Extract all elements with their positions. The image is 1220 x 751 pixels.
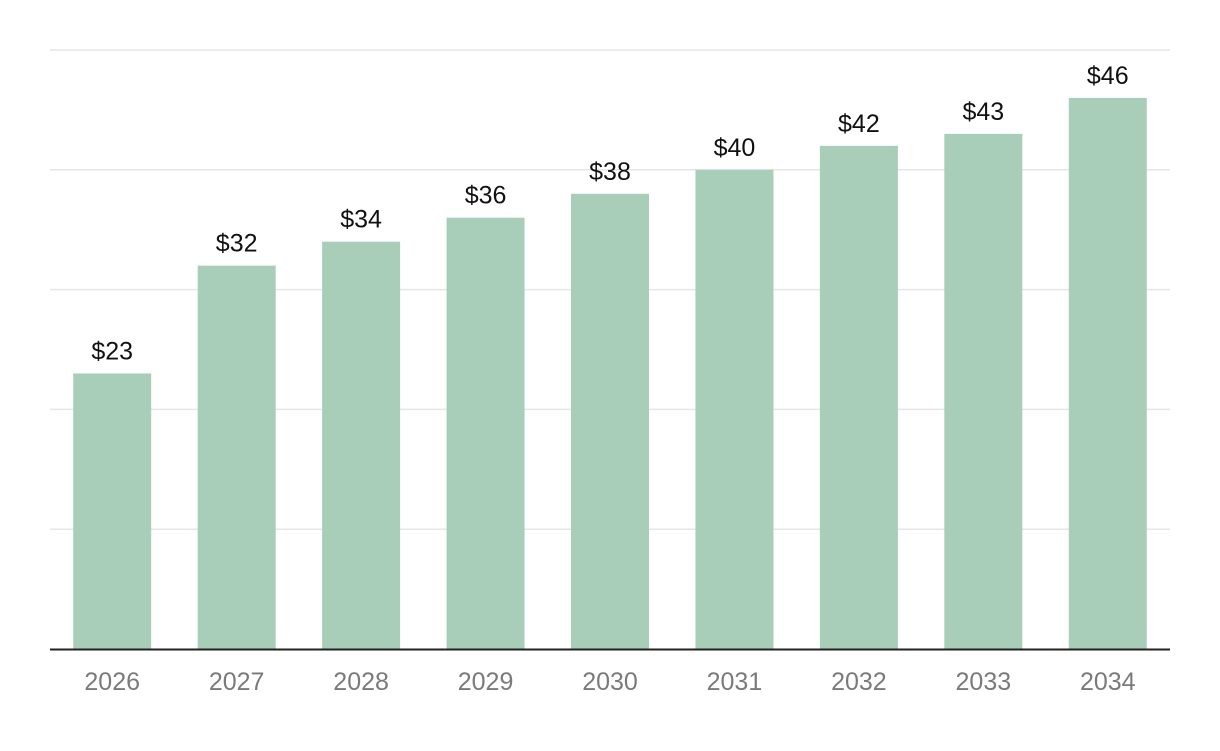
value-label-2026: $23 bbox=[91, 337, 133, 365]
bar-2026 bbox=[73, 373, 152, 649]
x-tick-label-2026: 2026 bbox=[84, 668, 140, 696]
bar-2029 bbox=[446, 217, 525, 649]
bar-2033 bbox=[944, 133, 1023, 650]
bars bbox=[73, 97, 1147, 650]
value-label-2030: $38 bbox=[589, 158, 631, 186]
value-label-2034: $46 bbox=[1087, 62, 1129, 90]
x-tick-label-2033: 2033 bbox=[956, 668, 1012, 696]
x-tick-label-2034: 2034 bbox=[1080, 668, 1136, 696]
x-tick-label-2027: 2027 bbox=[209, 668, 265, 696]
bar-2032 bbox=[819, 145, 898, 649]
x-tick-label-2030: 2030 bbox=[582, 668, 638, 696]
x-axis-ticks: 2026 2027 2028 2029 2030 2031 2032 2033 2034 bbox=[84, 668, 1135, 696]
value-label-2027: $32 bbox=[216, 230, 258, 258]
value-label-2029: $36 bbox=[465, 182, 507, 210]
bar-2027 bbox=[197, 265, 276, 649]
x-tick-label-2031: 2031 bbox=[707, 668, 763, 696]
value-label-2028: $34 bbox=[340, 206, 382, 234]
x-tick-label-2032: 2032 bbox=[831, 668, 887, 696]
bar-2034 bbox=[1068, 97, 1147, 650]
value-label-2031: $40 bbox=[714, 134, 756, 162]
value-label-2032: $42 bbox=[838, 110, 880, 138]
bar-2028 bbox=[322, 241, 401, 649]
x-tick-label-2029: 2029 bbox=[458, 668, 514, 696]
value-label-2033: $43 bbox=[962, 98, 1004, 126]
bar-2030 bbox=[571, 193, 649, 649]
value-labels: $23 $32 $34 $36 $38 $40 $42 $43 $46 bbox=[91, 62, 1128, 366]
bar-2031 bbox=[695, 169, 774, 650]
x-tick-label-2028: 2028 bbox=[333, 668, 389, 696]
